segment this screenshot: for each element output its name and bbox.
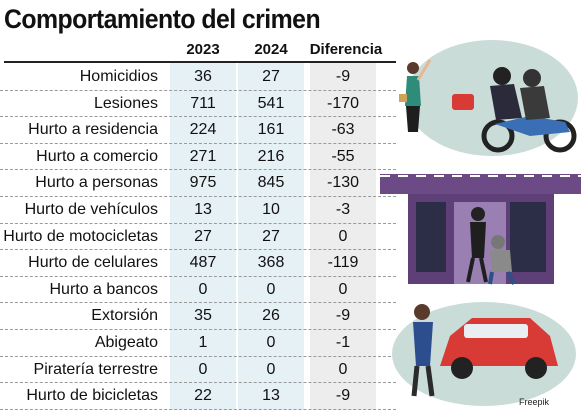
table-row: Extorsión 35 26 -9 bbox=[0, 303, 396, 330]
header-2023: 2023 bbox=[186, 41, 220, 58]
row-label: Hurto de motocicletas bbox=[3, 227, 158, 245]
table-body: Homicidios 36 27 -9 Lesiones 711 541 -170 Hurto … bbox=[0, 64, 396, 410]
cell-diferencia: -55 bbox=[331, 147, 355, 165]
cell-2023: 13 bbox=[194, 200, 212, 218]
cell-2024: 216 bbox=[257, 147, 285, 165]
table-row: Hurto de bicicletas 22 13 -9 bbox=[0, 383, 396, 410]
row-label: Hurto a residencia bbox=[28, 121, 158, 139]
cell-diferencia: 0 bbox=[338, 360, 348, 378]
table-row: Hurto a personas 975 845 -130 bbox=[0, 170, 396, 197]
car-thief-icon bbox=[411, 304, 435, 397]
cell-2023: 711 bbox=[190, 94, 216, 112]
cell-2023: 35 bbox=[194, 307, 212, 325]
header-rule bbox=[4, 61, 396, 63]
stolen-handbag-icon bbox=[452, 94, 474, 110]
cell-diferencia: -1 bbox=[335, 333, 351, 351]
cell-diferencia: -9 bbox=[335, 387, 351, 405]
cell-2023: 36 bbox=[194, 68, 212, 85]
table-row: Lesiones 711 541 -170 bbox=[0, 91, 396, 118]
cell-diferencia: -119 bbox=[327, 254, 359, 272]
cell-2024: 13 bbox=[262, 387, 280, 405]
header-diferencia: Diferencia bbox=[309, 41, 383, 58]
cell-2024: 0 bbox=[266, 280, 276, 298]
cell-diferencia: 0 bbox=[338, 227, 348, 245]
cell-diferencia: -9 bbox=[335, 68, 351, 85]
cell-2023: 1 bbox=[198, 333, 208, 351]
thieves-icon bbox=[490, 67, 550, 120]
row-label: Extorsión bbox=[91, 307, 158, 325]
table-row: Abigeato 1 0 -1 bbox=[0, 330, 396, 357]
cell-2024: 26 bbox=[262, 307, 280, 325]
column-diferencia-background bbox=[310, 62, 376, 410]
row-label: Hurto de celulares bbox=[28, 254, 158, 272]
row-label: Homicidios bbox=[79, 68, 158, 85]
cell-2024: 10 bbox=[262, 200, 280, 218]
row-label: Hurto a comercio bbox=[36, 147, 158, 165]
row-label: Hurto a bancos bbox=[49, 280, 158, 298]
table-row: Hurto de celulares 487 368 -119 bbox=[0, 250, 396, 277]
cell-2023: 224 bbox=[189, 121, 217, 139]
row-label: Lesiones bbox=[93, 94, 158, 112]
row-label: Piratería terrestre bbox=[33, 360, 158, 378]
cell-diferencia: 0 bbox=[338, 280, 348, 298]
table-header: 2023 2024 Diferencia bbox=[0, 38, 395, 62]
cell-2024: 0 bbox=[266, 360, 276, 378]
header-2024: 2024 bbox=[254, 41, 288, 58]
cell-2024: 27 bbox=[262, 68, 280, 85]
row-label: Hurto a personas bbox=[35, 174, 158, 192]
crime-table: 2023 2024 Diferencia bbox=[0, 38, 395, 62]
cell-diferencia: -9 bbox=[335, 307, 351, 325]
page-title: Comportamiento del crimen bbox=[4, 4, 321, 34]
table-row: Hurto a comercio 271 216 -55 bbox=[0, 144, 396, 171]
cell-2023: 22 bbox=[194, 387, 212, 405]
cell-2023: 975 bbox=[189, 174, 217, 192]
row-label: Hurto de bicicletas bbox=[26, 387, 158, 405]
image-credit: Freepik bbox=[519, 397, 550, 407]
cell-2023: 271 bbox=[189, 147, 217, 165]
assault-figures-icon bbox=[466, 207, 516, 285]
cell-2023: 27 bbox=[194, 227, 212, 245]
cell-2024: 541 bbox=[257, 94, 285, 112]
column-2023-background bbox=[170, 62, 236, 410]
cell-2024: 27 bbox=[262, 227, 280, 245]
row-label: Abigeato bbox=[94, 333, 158, 351]
column-2024-background bbox=[238, 62, 304, 410]
woman-victim-icon bbox=[399, 59, 432, 132]
row-label: Hurto de vehículos bbox=[24, 200, 158, 218]
motorcycle-scene-backdrop bbox=[406, 40, 578, 156]
table-row: Hurto de vehículos 13 10 -3 bbox=[0, 197, 396, 224]
cell-diferencia: -3 bbox=[335, 200, 351, 218]
cell-2024: 0 bbox=[266, 333, 276, 351]
cell-diferencia: -130 bbox=[326, 174, 360, 192]
cell-2023: 0 bbox=[198, 280, 208, 298]
motorcycle-icon bbox=[452, 94, 577, 153]
table-row: Hurto de motocicletas 27 27 0 bbox=[0, 224, 396, 251]
cell-diferencia: -63 bbox=[331, 121, 355, 139]
cell-2024: 368 bbox=[257, 254, 285, 272]
table-row: Homicidios 36 27 -9 bbox=[0, 64, 396, 91]
car-icon bbox=[440, 318, 558, 379]
crime-illustration bbox=[380, 36, 581, 413]
table-row: Hurto a residencia 224 161 -63 bbox=[0, 117, 396, 144]
cell-diferencia: -170 bbox=[326, 94, 360, 112]
table-row: Hurto a bancos 0 0 0 bbox=[0, 277, 396, 304]
cell-2024: 845 bbox=[257, 174, 285, 192]
cell-2023: 0 bbox=[198, 360, 208, 378]
cell-2023: 487 bbox=[189, 254, 217, 272]
cell-2024: 161 bbox=[257, 121, 285, 139]
table-row: Piratería terrestre 0 0 0 bbox=[0, 357, 396, 384]
